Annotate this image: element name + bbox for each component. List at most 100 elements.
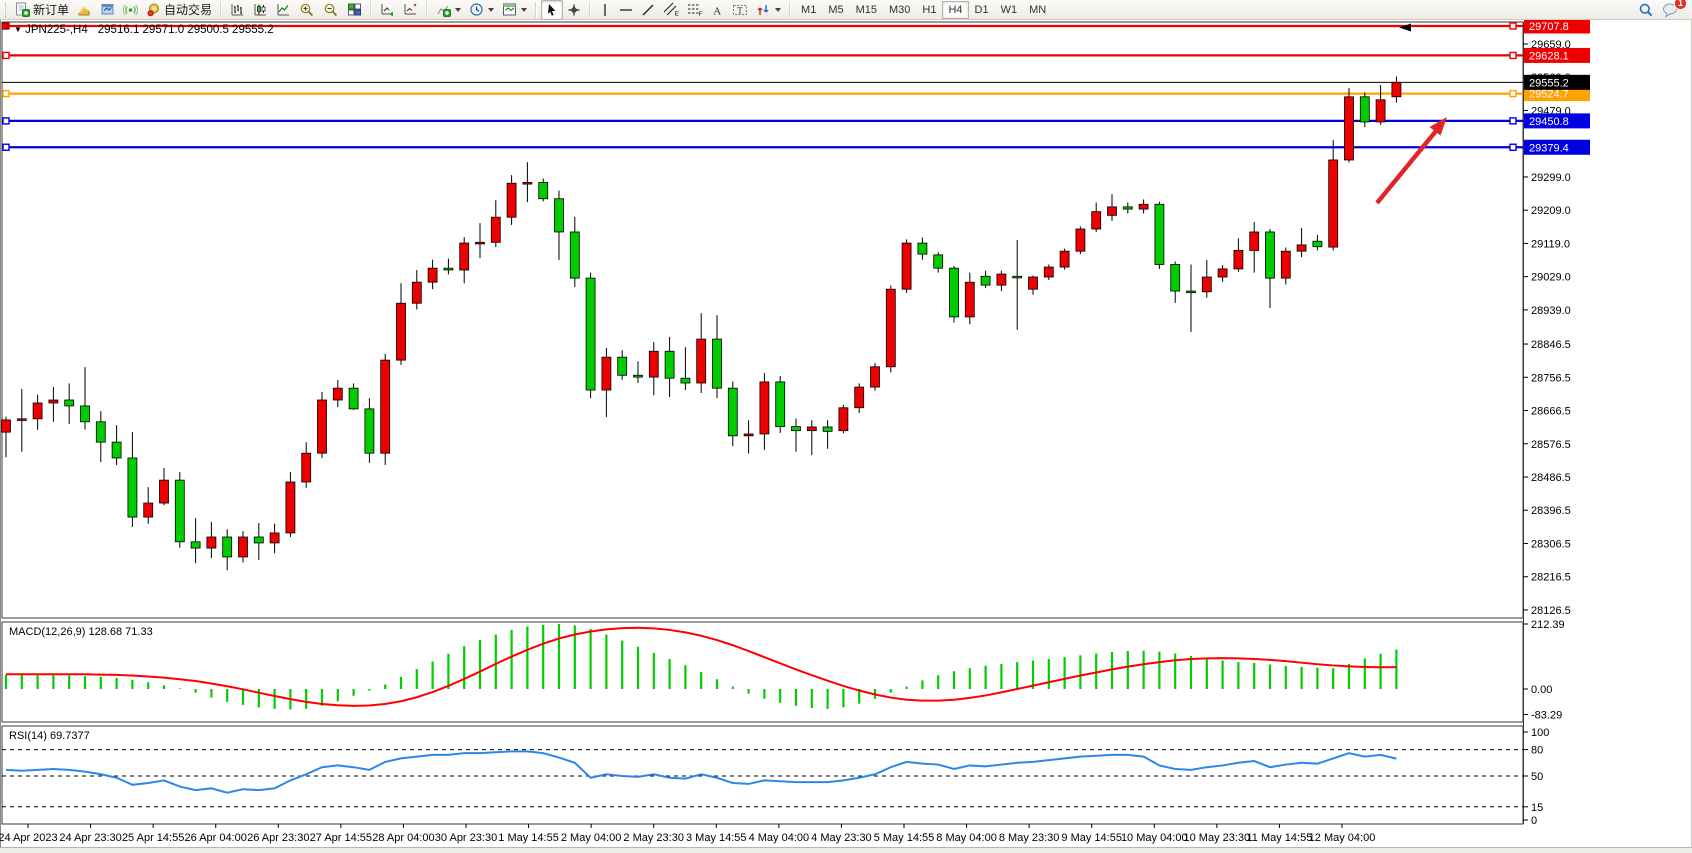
candle-body [174,479,185,543]
horizontal-line-objects[interactable] [1,22,1523,151]
macd-signal-line [6,626,1397,707]
candle-body [1186,290,1196,294]
candle-chart-type-icon [254,4,267,16]
timeframe-m1-button[interactable]: M1 [801,3,817,16]
macd-plot [4,624,1398,710]
candle-body [917,242,928,255]
search-button[interactable] [1634,0,1658,20]
signal-button[interactable] [119,0,142,20]
text-label-button[interactable]: T [728,0,752,20]
toolbar-separator [220,1,223,18]
timeframe-m30-button[interactable]: M30 [889,3,911,16]
periods-button[interactable] [465,0,498,20]
svg-text:29450.8: 29450.8 [1529,116,1569,128]
horizontal-line-button[interactable] [615,0,637,20]
time-axis: 24 Apr 2023 24 Apr 23:30 25 Apr 14:55 26 Ap… [0,824,1375,844]
macd-pane [1,621,1524,723]
trendline-button[interactable] [637,0,659,20]
timeframe-d1-button[interactable]: D1 [974,3,989,16]
candle-body [1217,268,1228,278]
indicators-icon [437,5,452,17]
new-order-icon [16,2,30,17]
period-clock-icon [470,3,483,16]
fibonacci-button[interactable]: F [683,0,707,20]
candle-body [996,273,1007,286]
zoom-in-button[interactable] [295,0,319,20]
candle-body [427,267,438,283]
zoom-out-icon [324,3,338,16]
signal-icon [123,4,139,16]
candle-body [190,541,201,549]
candle-body [1138,203,1149,210]
line-chart-type-button[interactable] [272,0,295,20]
toolbar-grip[interactable] [5,2,9,17]
cursor-button[interactable] [541,0,564,20]
candle-body [443,267,454,271]
trendline-icon [642,4,654,15]
svg-text:100: 100 [1531,727,1549,739]
candle-body [538,182,549,200]
crosshair-button[interactable] [563,0,585,20]
toolbar: 新订单 自动交易 [0,0,1692,20]
svg-text:11 May 14:55: 11 May 14:55 [1246,832,1312,844]
candle-body [317,399,327,454]
svg-text:212.39: 212.39 [1531,619,1565,631]
indicators-button[interactable] [432,0,465,20]
toolbar-separator [789,1,792,18]
candle-body [885,288,896,368]
candle-body [506,182,517,218]
svg-text:2 May 04:00: 2 May 04:00 [561,832,622,844]
timeframe-m15-button[interactable]: M15 [855,3,877,16]
svg-text:28 Apr 04:00: 28 Apr 04:00 [372,832,434,844]
text-button[interactable]: A [707,0,728,20]
trend-arrow[interactable] [1375,117,1447,205]
channel-button[interactable]: E [659,0,683,20]
new-order-button[interactable]: 新订单 [11,0,73,20]
candle-body [633,374,643,378]
timeframe-h1-button[interactable]: H1 [922,3,937,16]
market-watch-button[interactable] [96,0,119,20]
candle-body [459,242,470,271]
chart-shift-button[interactable] [399,0,422,20]
timeframe-w1-button[interactable]: W1 [1000,3,1018,16]
autotrading-button[interactable]: 自动交易 [142,0,216,20]
vertical-line-button[interactable] [595,0,615,20]
candle-body [601,356,612,391]
candlesticks [1,76,1402,571]
line-price-labels: 29707.8 29628.1 29524.7 29450.8 29379.4 29555… [1524,18,1590,155]
svg-text:-83.29: -83.29 [1531,709,1562,721]
svg-text:30 Apr 23:30: 30 Apr 23:30 [435,832,497,844]
rsi-pane [1,725,1524,825]
timeframe-h4-button[interactable]: H4 [942,0,969,19]
candle-body [1265,231,1275,279]
charts-profile-button[interactable] [73,0,96,20]
zoom-out-button[interactable] [319,0,343,20]
bar-chart-type-button[interactable] [226,0,249,20]
candle-body [411,281,422,304]
svg-text:29209.0: 29209.0 [1531,205,1571,217]
chevron-down-icon [455,7,462,12]
crosshair-icon [568,4,580,15]
candle-body [664,350,675,379]
timeframe-m5-button[interactable]: M5 [828,3,844,16]
chevron-down-icon [775,7,782,12]
candle-body [1391,81,1402,98]
candle-body [1043,266,1054,278]
svg-text:3 May 14:55: 3 May 14:55 [686,832,747,844]
arrows-button[interactable] [752,0,785,20]
search-icon [1639,3,1653,16]
candle-body [1296,244,1307,252]
auto-scroll-button[interactable] [376,0,399,20]
candle-body [253,536,264,544]
notifications-button[interactable]: 1 [1658,0,1687,20]
tile-windows-button[interactable] [343,0,366,20]
svg-text:A: A [713,5,721,17]
zoom-in-icon [300,3,314,16]
timeframe-mn-button[interactable]: MN [1029,3,1047,16]
candle-body [1012,275,1023,279]
svg-text:28576.5: 28576.5 [1531,439,1571,451]
templates-button[interactable] [498,0,531,20]
candle-chart-type-button[interactable] [249,0,272,20]
candle-body [554,198,564,233]
